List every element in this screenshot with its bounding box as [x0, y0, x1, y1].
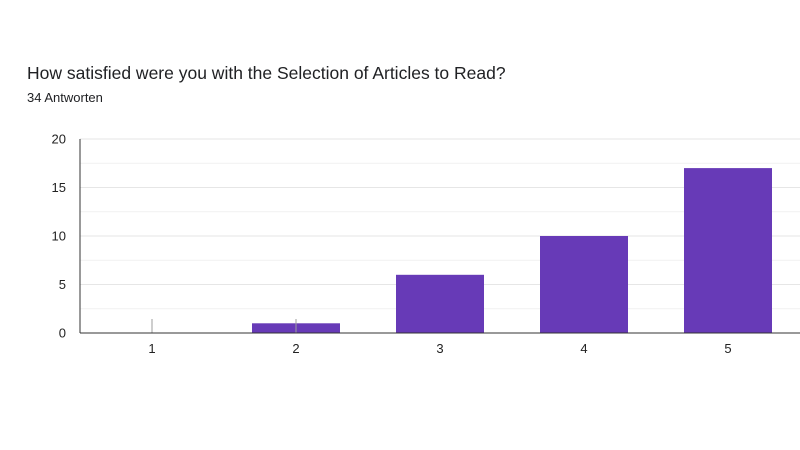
- bar: [540, 236, 628, 333]
- y-tick-label: 10: [52, 229, 66, 244]
- gridlines: [80, 138, 800, 310]
- x-tick-label: 1: [148, 341, 155, 356]
- x-tick-label: 4: [580, 341, 587, 356]
- bar: [396, 274, 484, 333]
- x-tick-label: 3: [436, 341, 443, 356]
- tick-labels: 0 5 10 15 20 1 2 3 4 5: [52, 132, 732, 357]
- question-title: How satisfied were you with the Selectio…: [27, 63, 506, 83]
- x-tick-label: 5: [724, 341, 731, 356]
- x-tick-label: 2: [292, 341, 299, 356]
- axes: [79, 139, 800, 334]
- y-tick-label: 0: [59, 326, 66, 341]
- bars: [151, 168, 772, 333]
- y-tick-label: 20: [52, 132, 66, 147]
- y-tick-label: 15: [52, 180, 66, 195]
- y-tick-label: 5: [59, 277, 66, 292]
- bar: [684, 168, 772, 333]
- response-count: 34 Antworten: [27, 90, 103, 105]
